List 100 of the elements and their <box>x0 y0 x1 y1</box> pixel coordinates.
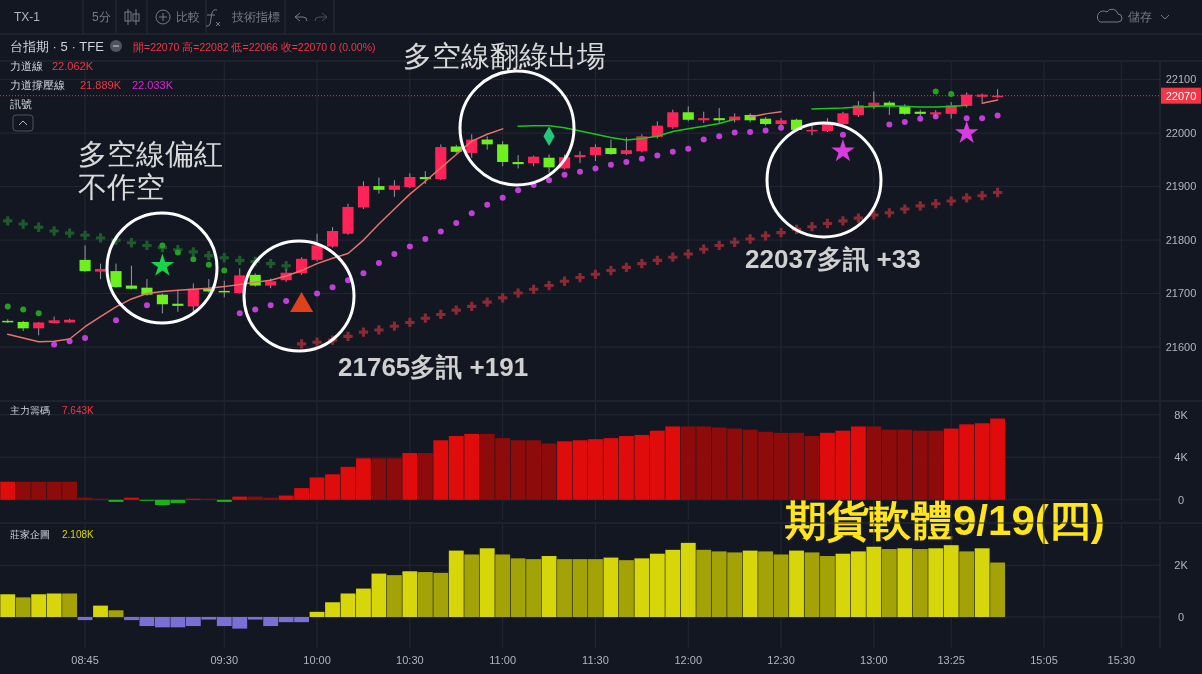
x-tick-label: 08:45 <box>71 654 99 666</box>
point <box>559 276 570 286</box>
point <box>82 334 89 341</box>
point <box>281 261 291 271</box>
x-tick-label: 11:00 <box>489 654 517 666</box>
x-tick-label: 10:00 <box>303 654 331 666</box>
point <box>807 222 817 232</box>
point <box>654 152 661 159</box>
bar <box>959 551 975 617</box>
text: 比較 <box>176 10 200 24</box>
point <box>977 191 987 201</box>
point <box>900 204 910 214</box>
point <box>329 284 336 291</box>
bar <box>974 548 990 617</box>
candlestick <box>976 93 988 104</box>
point <box>946 196 956 206</box>
x-tick-label: 13:25 <box>937 654 965 666</box>
point <box>575 272 585 283</box>
point <box>453 219 460 226</box>
candlestick <box>156 293 168 314</box>
candlestick <box>79 244 91 273</box>
text: 5分 <box>92 10 111 24</box>
point <box>467 301 477 312</box>
point <box>204 250 214 261</box>
point <box>80 230 90 240</box>
point <box>312 337 322 347</box>
point <box>126 238 137 248</box>
point <box>18 219 28 229</box>
point <box>607 161 614 168</box>
point <box>515 187 522 194</box>
annotation: 多空線翻綠出場 <box>403 40 606 72</box>
point <box>544 280 554 291</box>
point <box>954 120 979 144</box>
point <box>731 129 738 136</box>
bar <box>881 549 897 617</box>
x-tick-label: 15:05 <box>1030 654 1058 666</box>
point <box>778 124 785 131</box>
point <box>484 201 491 208</box>
annotation: 訊號 <box>10 98 32 110</box>
bar <box>402 571 418 617</box>
point <box>637 258 647 269</box>
point <box>34 222 44 232</box>
annotation: 21765多訊 +191 <box>338 352 529 382</box>
point <box>822 218 833 229</box>
y-tick-label: 22100 <box>1165 73 1197 86</box>
point <box>51 341 58 348</box>
x-tick-label: 12:30 <box>767 654 795 666</box>
point <box>760 231 771 241</box>
point <box>699 244 709 254</box>
candlestick <box>497 140 509 167</box>
point <box>917 115 924 122</box>
bar <box>216 499 232 502</box>
point <box>592 165 599 172</box>
x-tick-label: 12:00 <box>674 654 703 666</box>
bar <box>417 453 433 500</box>
point <box>621 262 632 273</box>
point <box>235 255 245 266</box>
point <box>623 159 630 166</box>
point <box>652 255 662 266</box>
bar <box>912 549 928 617</box>
y-tick-label: 8K <box>1174 408 1189 421</box>
y-tick-label: 21800 <box>1165 233 1197 246</box>
bar <box>93 605 108 617</box>
point <box>422 236 429 243</box>
bar <box>448 550 464 617</box>
annotation: 多空線偏紅不作空 <box>78 138 223 203</box>
x-tick-label: 13:00 <box>860 654 888 666</box>
point <box>528 284 539 294</box>
point <box>994 112 1001 119</box>
bar <box>77 617 93 621</box>
candlestick <box>574 150 586 164</box>
y-tick-label: 21700 <box>1165 287 1197 300</box>
point <box>745 234 755 244</box>
candlestick <box>667 109 679 130</box>
bar <box>897 548 913 617</box>
point <box>831 139 855 162</box>
bar <box>990 562 1006 617</box>
bar <box>108 610 124 617</box>
point <box>451 305 461 315</box>
point <box>932 88 939 95</box>
point <box>685 145 692 152</box>
point <box>468 210 475 217</box>
chart-title: 台指期 · 5 · TFE <box>10 39 105 54</box>
annotation: 21.889K <box>80 79 122 91</box>
point <box>884 208 894 218</box>
candlestick <box>543 154 555 174</box>
point <box>283 298 290 305</box>
point <box>590 269 601 279</box>
annotation: 22037多訊 +33 <box>745 244 921 274</box>
point <box>20 306 27 313</box>
bar <box>62 593 78 617</box>
point <box>992 187 1003 198</box>
point <box>762 127 769 134</box>
point <box>35 310 42 317</box>
point <box>606 265 616 276</box>
point <box>546 177 553 184</box>
text: TX-1 <box>14 10 41 24</box>
point <box>150 253 175 276</box>
point <box>296 339 307 349</box>
point <box>776 227 786 238</box>
